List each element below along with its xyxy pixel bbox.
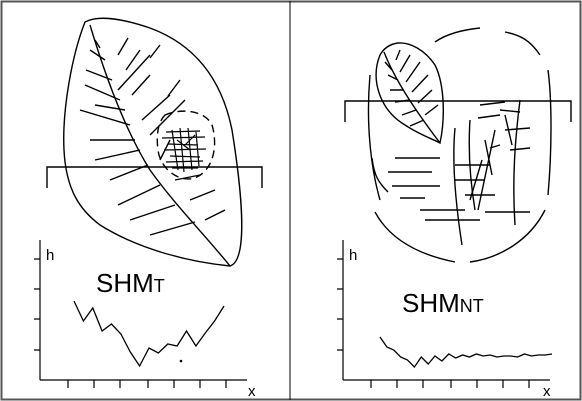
left-x-axis-label: x (248, 383, 256, 400)
right-panel-title: SHMNT (402, 290, 484, 316)
right-outline-fragments (367, 27, 552, 263)
right-title-sub: NT (459, 296, 484, 316)
left-lesion-ring (156, 110, 216, 180)
right-plot-axes (337, 240, 550, 388)
left-title-sub: T (153, 276, 165, 296)
left-height-profile (73, 300, 225, 368)
left-lesion-hatching (161, 127, 207, 173)
left-x-ticks (67, 380, 227, 388)
left-title-main: SHM (96, 268, 154, 298)
left-leaf-drawing (63, 17, 243, 267)
right-height-profile (379, 336, 553, 369)
right-wrinkle-strokes (388, 101, 531, 221)
right-x-axis-label: x (543, 383, 551, 400)
left-y-ticks (34, 258, 40, 351)
left-panel-title: SHMT (96, 270, 165, 296)
left-y-axis-label: h (46, 247, 55, 264)
left-plot-axes (34, 240, 247, 388)
right-leaf-drawing (367, 27, 552, 263)
right-inner-fold (453, 99, 521, 246)
right-y-ticks (337, 258, 343, 351)
right-x-ticks (370, 380, 530, 388)
left-scan-bracket (46, 166, 263, 188)
left-isolated-point (179, 359, 183, 363)
right-y-axis-label: h (349, 247, 358, 264)
right-title-main: SHM (402, 288, 460, 318)
left-leaf-midrib (89, 24, 231, 267)
right-small-leaf-outline (375, 42, 444, 145)
right-scan-bracket (344, 100, 572, 122)
